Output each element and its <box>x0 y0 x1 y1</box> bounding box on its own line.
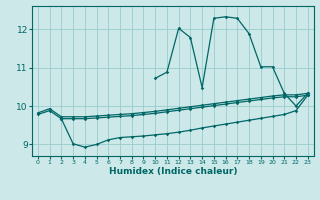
X-axis label: Humidex (Indice chaleur): Humidex (Indice chaleur) <box>108 167 237 176</box>
